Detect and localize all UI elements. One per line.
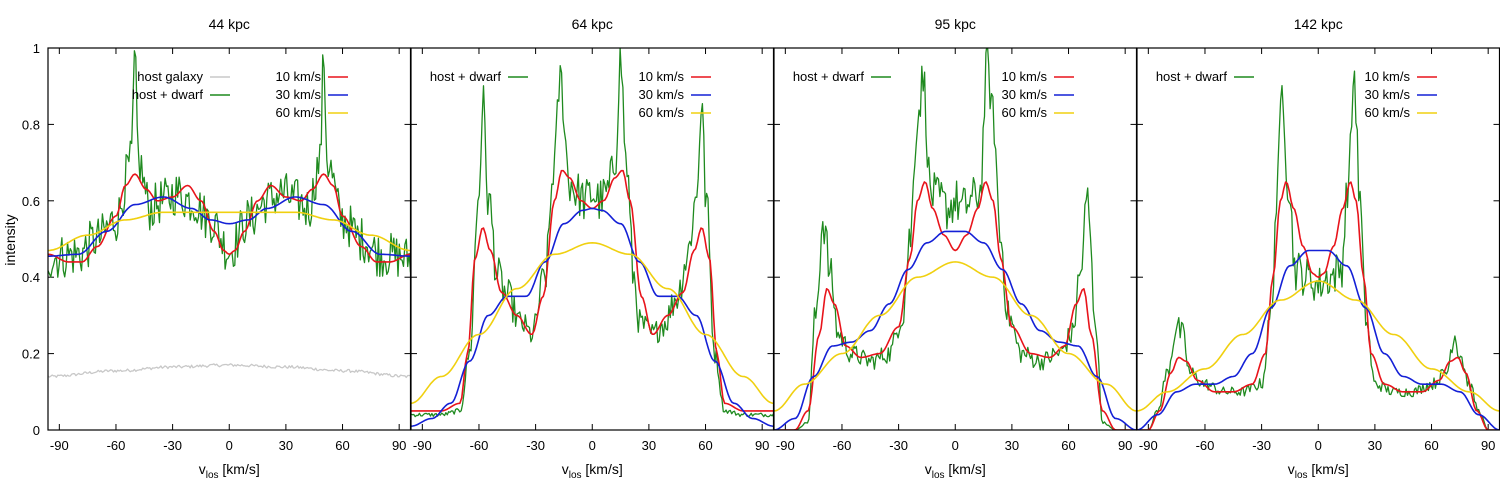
x-tick-label: 30	[279, 438, 293, 453]
legend-label: host + dwarf	[793, 69, 865, 84]
series-line-10-km-s	[1137, 181, 1500, 430]
x-tick-label: 60	[698, 438, 712, 453]
x-tick-label: -90	[50, 438, 69, 453]
plot-area	[774, 48, 1137, 430]
legend-label: 10 km/s	[1364, 69, 1410, 84]
y-tick-label: 1	[33, 41, 40, 56]
chart-panel-4: 142 kpc -90 -60 -30 0 30 60 90 vlos [km/s] host +…	[1136, 16, 1500, 481]
y-tick-label: 0.8	[22, 117, 40, 132]
x-tick-label: -90	[413, 438, 432, 453]
series-line-host-galaxy	[48, 363, 411, 379]
series-line-60-km-s	[48, 211, 411, 252]
x-tick-label: -30	[163, 438, 182, 453]
panel-title: 95 kpc	[935, 16, 976, 32]
x-tick-label: 60	[1061, 438, 1075, 453]
series-line-30-km-s	[774, 230, 1137, 430]
legend-label: 30 km/s	[638, 87, 684, 102]
x-tick-label: -60	[833, 438, 852, 453]
x-axis-label: vlos [km/s]	[562, 461, 623, 481]
x-tick-label: 60	[335, 438, 349, 453]
legend-label: 10 km/s	[638, 69, 684, 84]
series-line-host-dwarf	[48, 50, 411, 278]
plot-area	[1137, 70, 1500, 430]
x-axis-label: vlos [km/s]	[1288, 461, 1349, 481]
chart-panel-1: 44 kpc -90 -60 -30 0 30 60 90 0 0.2 0.4 0.6 0.8 1 vlos…	[22, 16, 412, 481]
legend-label: host + dwarf	[1156, 69, 1228, 84]
legend-label: host + dwarf	[430, 69, 502, 84]
plot-frame	[773, 47, 1138, 431]
x-tick-label: -90	[776, 438, 795, 453]
chart-panel-2: 64 kpc -90 -60 -30 0 30 60 90 vlos [km/s] host + …	[410, 16, 775, 481]
series-line-10-km-s	[774, 181, 1137, 430]
plot-area	[411, 48, 774, 427]
x-tick-label: 90	[755, 438, 769, 453]
y-tick-label: 0.6	[22, 194, 40, 209]
x-tick-label: -60	[470, 438, 489, 453]
legend-label: 60 km/s	[1364, 105, 1410, 120]
series-line-60-km-s	[1137, 280, 1500, 412]
x-tick-label: -60	[107, 438, 126, 453]
legend-label: host + dwarf	[132, 87, 204, 102]
x-tick-label: 0	[1315, 438, 1322, 453]
y-axis-label: intensity	[2, 214, 18, 265]
legend-label: 10 km/s	[275, 69, 321, 84]
panels: 44 kpc -90 -60 -30 0 30 60 90 0 0.2 0.4 0.6 0.8 1 vlos…	[22, 16, 1500, 481]
x-tick-label: 0	[589, 438, 596, 453]
panel-title: 142 kpc	[1294, 16, 1343, 32]
legend-label: 30 km/s	[1364, 87, 1410, 102]
panel-title: 44 kpc	[209, 16, 250, 32]
x-tick-label: -30	[1252, 438, 1271, 453]
x-tick-label: -30	[526, 438, 545, 453]
y-tick-label: 0.2	[22, 347, 40, 362]
x-tick-label: 0	[226, 438, 233, 453]
x-tick-label: 30	[1368, 438, 1382, 453]
series-line-60-km-s	[774, 261, 1137, 412]
legend-label: host galaxy	[137, 69, 203, 84]
series-line-host-dwarf	[774, 48, 1137, 430]
series-line-30-km-s	[48, 196, 411, 258]
x-tick-label: 90	[1481, 438, 1495, 453]
x-tick-label: -90	[1139, 438, 1158, 453]
x-tick-label: -60	[1196, 438, 1215, 453]
legend-label: 60 km/s	[1001, 105, 1047, 120]
panel-title: 64 kpc	[572, 16, 613, 32]
legend-label: 10 km/s	[1001, 69, 1047, 84]
x-tick-label: 30	[642, 438, 656, 453]
plot-area	[48, 50, 411, 379]
x-axis-label: vlos [km/s]	[925, 461, 986, 481]
legend-label: 30 km/s	[275, 87, 321, 102]
series-line-60-km-s	[411, 242, 774, 405]
x-tick-label: 60	[1424, 438, 1438, 453]
series-line-30-km-s	[411, 207, 774, 427]
legend-label: 60 km/s	[275, 105, 321, 120]
chart-panel-3: 95 kpc -90 -60 -30 0 30 60 90 vlos [km/s] host + …	[773, 16, 1138, 481]
x-tick-label: 90	[1118, 438, 1132, 453]
y-tick-label: 0.4	[22, 270, 40, 285]
x-tick-label: 30	[1005, 438, 1019, 453]
x-tick-label: 90	[392, 438, 406, 453]
series-line-host-dwarf	[411, 48, 774, 418]
legend-label: 60 km/s	[638, 105, 684, 120]
x-tick-label: 0	[952, 438, 959, 453]
x-tick-label: -30	[889, 438, 908, 453]
y-tick-label: 0	[33, 423, 40, 438]
series-line-30-km-s	[1137, 249, 1500, 430]
legend-label: 30 km/s	[1001, 87, 1047, 102]
x-axis-label: vlos [km/s]	[199, 461, 260, 481]
